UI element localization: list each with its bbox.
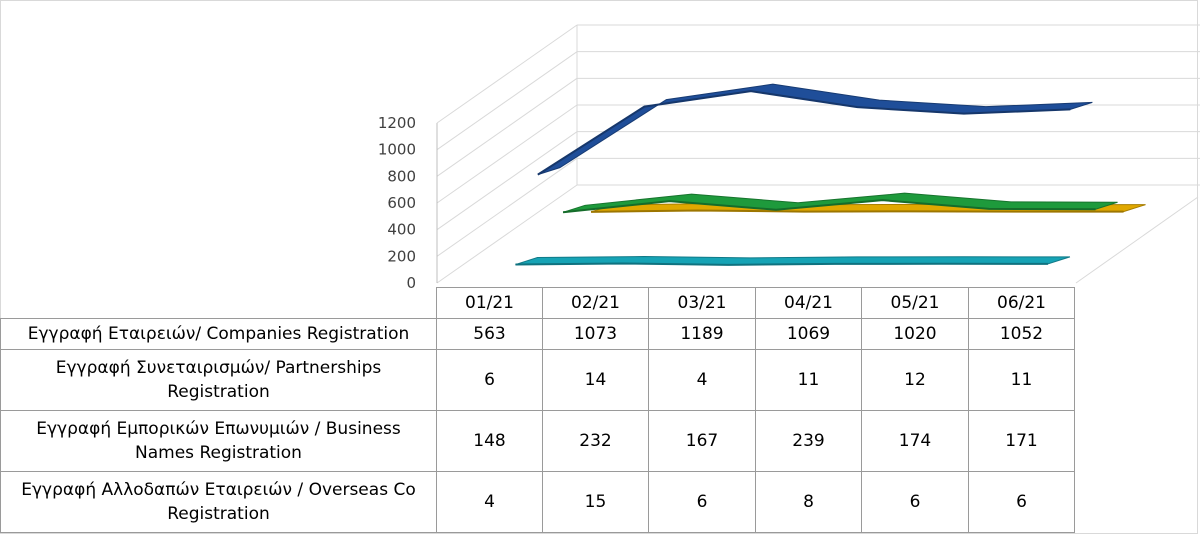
- series-line: [515, 262, 1048, 266]
- table-row-business-names: Εγγραφή Εμπορικών Επωνυμιών / Business N…: [0, 410, 1075, 472]
- table-cell: 4: [648, 349, 756, 411]
- y-tick-label: 0: [406, 274, 416, 290]
- table-cell: 11: [968, 349, 1075, 411]
- category-header: 04/21: [755, 287, 862, 319]
- y-tick-label: 400: [387, 221, 416, 239]
- category-header: 02/21: [542, 287, 649, 319]
- table-corner-cell: [0, 287, 437, 319]
- series-label: Εγγραφή Αλλοδαπών Εταιρειών / Overseas C…: [0, 471, 437, 533]
- side-gridline: [436, 24, 578, 124]
- side-gridline: [436, 157, 578, 257]
- y-tick-label: 600: [387, 194, 416, 212]
- table-cell: 6: [648, 471, 756, 533]
- table-cell: 11: [755, 349, 862, 411]
- category-header: 03/21: [648, 287, 756, 319]
- table-cell: 6: [968, 471, 1075, 533]
- table-cell: 6: [861, 471, 969, 533]
- table-cell: 563: [436, 318, 543, 350]
- series-line: [591, 209, 1124, 213]
- table-cell: 171: [968, 410, 1075, 472]
- table-cell: 15: [542, 471, 649, 533]
- table-header-row: 01/21 02/21 03/21 04/21 05/21 06/21: [0, 287, 1075, 319]
- series-label: Εγγραφή Εταιρειών/ Companies Registratio…: [0, 318, 437, 350]
- series-ribbon: [537, 83, 1093, 176]
- side-gridline: [436, 51, 578, 151]
- table-cell: 239: [755, 410, 862, 472]
- side-gridline: [436, 184, 578, 284]
- y-tick-label: 800: [387, 167, 416, 185]
- table-cell: 8: [755, 471, 862, 533]
- category-header: 01/21: [436, 287, 543, 319]
- table-cell: 1052: [968, 318, 1075, 350]
- series-line: [562, 199, 1096, 214]
- side-gridline: [436, 77, 578, 177]
- table-cell: 6: [436, 349, 543, 411]
- chart-plot-area: 0 200 400 600 800 1000 1200: [378, 24, 1200, 290]
- y-tick-label: 1000: [378, 141, 416, 159]
- table-cell: 167: [648, 410, 756, 472]
- category-header: 06/21: [968, 287, 1075, 319]
- table-row-overseas: Εγγραφή Αλλοδαπών Εταιρειών / Overseas C…: [0, 471, 1075, 533]
- table-cell: 1069: [755, 318, 862, 350]
- table-cell: 232: [542, 410, 649, 472]
- series-label: Εγγραφή Συνεταιρισμών/ Partnerships Regi…: [0, 349, 437, 411]
- table-cell: 1020: [861, 318, 969, 350]
- table-cell: 12: [861, 349, 969, 411]
- table-row-partnerships: Εγγραφή Συνεταιρισμών/ Partnerships Regi…: [0, 349, 1075, 411]
- table-cell: 1073: [542, 318, 649, 350]
- y-tick-label: 1200: [378, 114, 416, 132]
- side-gridline: [436, 104, 578, 204]
- table-cell: 14: [542, 349, 649, 411]
- table-row-companies: Εγγραφή Εταιρειών/ Companies Registratio…: [0, 318, 1075, 350]
- table-cell: 148: [436, 410, 543, 472]
- table-cell: 1189: [648, 318, 756, 350]
- side-gridline: [436, 131, 578, 231]
- data-table: 01/21 02/21 03/21 04/21 05/21 06/21 Εγγρ…: [0, 287, 1075, 533]
- y-tick-label: 200: [387, 247, 416, 265]
- table-cell: 4: [436, 471, 543, 533]
- series-label: Εγγραφή Εμπορικών Επωνυμιών / Business N…: [0, 410, 437, 472]
- category-header: 05/21: [861, 287, 969, 319]
- floor-edge: [1075, 196, 1199, 284]
- table-cell: 174: [861, 410, 969, 472]
- series-line: [537, 90, 1071, 176]
